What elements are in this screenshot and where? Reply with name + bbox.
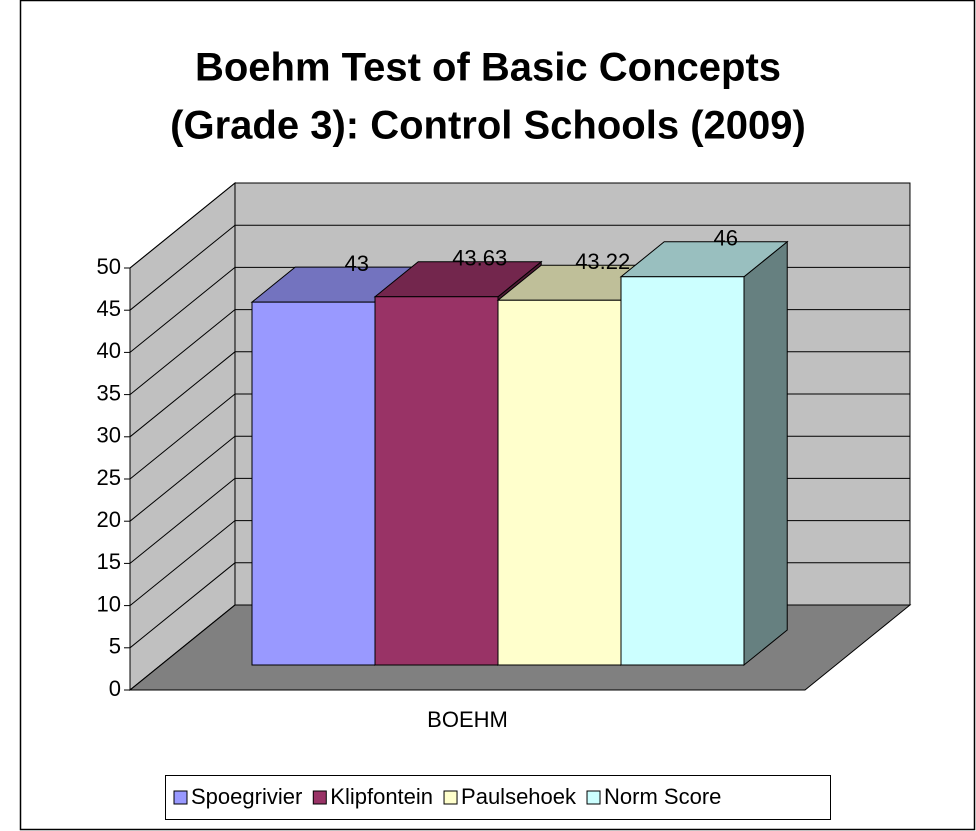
data-label: 43 (344, 251, 368, 276)
grid-line (129, 224, 910, 311)
legend-swatch (312, 790, 327, 805)
legend-box (165, 775, 831, 820)
y-tick-label: 0 (109, 676, 121, 701)
chart-title: Boehm Test of Basic Concepts (195, 46, 781, 90)
legend-label: Spoegrivier (191, 784, 302, 809)
legend-label: Norm Score (604, 784, 721, 809)
y-tick-label: 45 (97, 296, 121, 321)
bar (251, 301, 376, 666)
y-tick-label: 10 (97, 591, 121, 616)
bar (620, 276, 745, 666)
data-label: 46 (713, 226, 737, 251)
y-tick-label: 35 (97, 380, 121, 405)
y-tick-label: 5 (109, 634, 121, 659)
legend-label: Klipfontein (330, 784, 433, 809)
chart-title: (Grade 3): Control Schools (2009) (170, 104, 806, 148)
legend-swatch (443, 790, 458, 805)
legend-swatch (173, 790, 188, 805)
legend-label: Paulsehoek (461, 784, 577, 809)
data-label: 43.63 (452, 246, 507, 271)
y-tick-label: 15 (97, 549, 121, 574)
y-tick-label: 40 (97, 338, 121, 363)
y-tick-label: 20 (97, 507, 121, 532)
bar (497, 299, 622, 666)
data-label: 43.22 (575, 249, 630, 274)
bar (374, 296, 499, 666)
y-tick-label: 25 (97, 465, 121, 490)
legend-swatch (586, 790, 601, 805)
grid-line (129, 182, 910, 269)
y-tick-label: 30 (97, 423, 121, 448)
bar-side (743, 240, 788, 667)
y-tick-label: 50 (97, 254, 121, 279)
x-tick-label: BOEHM (427, 707, 508, 732)
